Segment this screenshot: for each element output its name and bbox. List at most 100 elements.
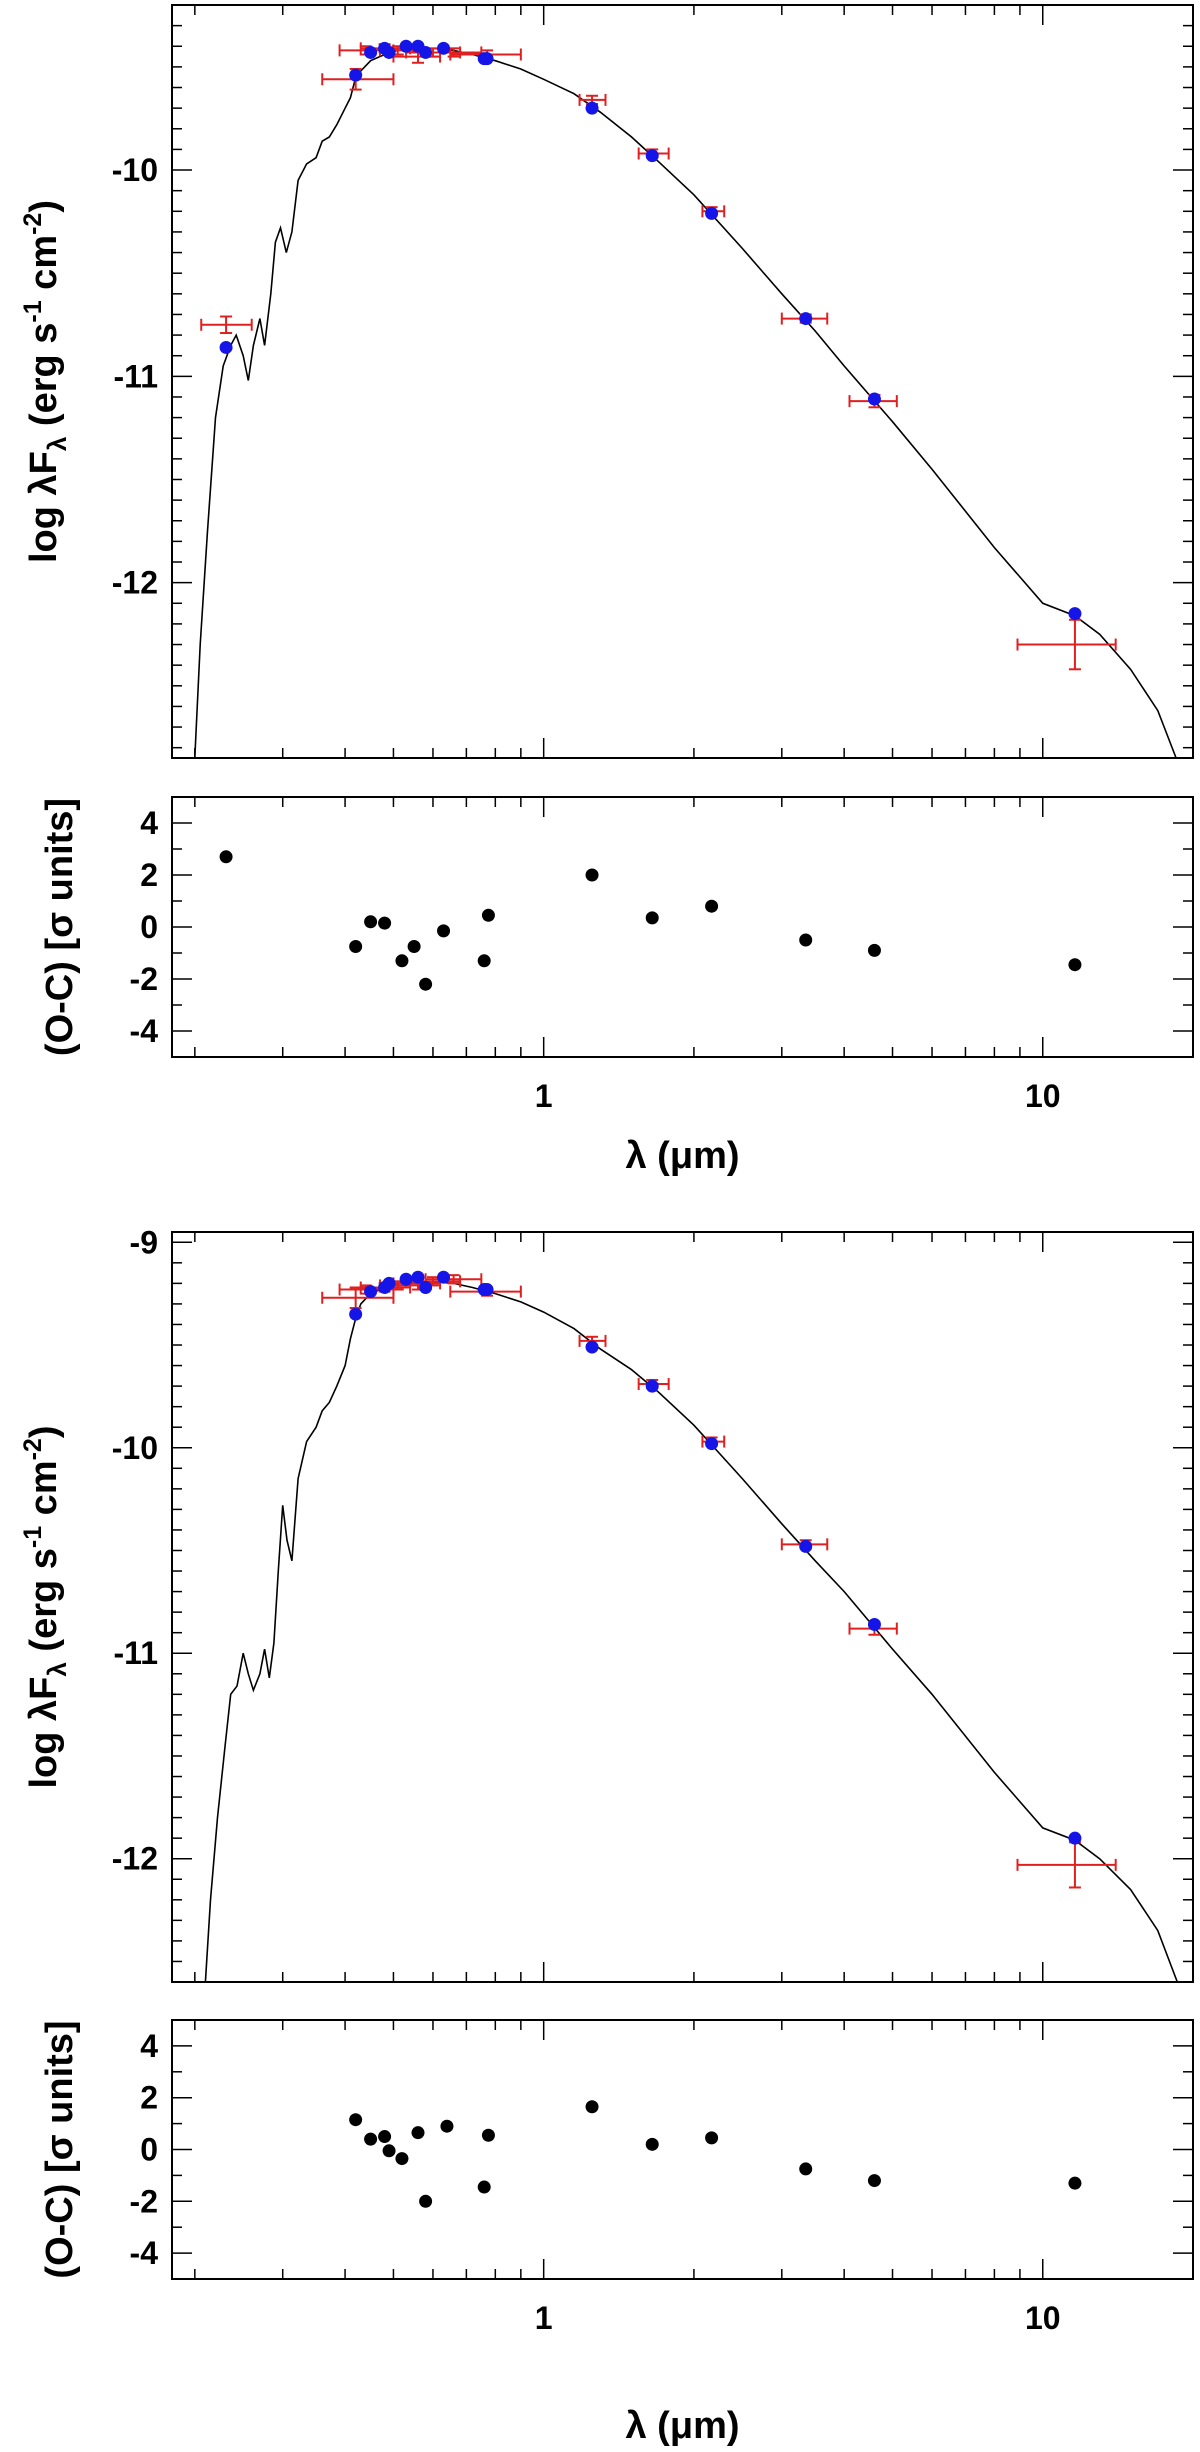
residual-point (395, 2152, 409, 2166)
model-flux-point (1068, 607, 1082, 621)
residual-point (395, 954, 409, 968)
ylabel-text: cm (23, 1460, 65, 1525)
panel-1-residuals: 4 2 0 -2 -4 1 10 (O-C) [σ units] λ (μm) (39, 796, 1194, 1177)
y-tick-label: -11 (114, 1635, 158, 1671)
residual-point (378, 2130, 392, 2144)
model-flux-point (437, 41, 451, 55)
y-tick-label: -2 (130, 961, 158, 997)
model-flux-point (382, 45, 396, 59)
observed-flux-errorbar (424, 1273, 483, 1286)
y-tick-label: -12 (112, 565, 158, 601)
model-flux-point (437, 1270, 451, 1284)
residual-point (437, 924, 451, 938)
residual-point (440, 2119, 454, 2133)
residual-point (1068, 2176, 1082, 2190)
model-flux-point (419, 1280, 433, 1294)
model-flux-point (349, 1307, 363, 1321)
y-tick-label: 0 (140, 2132, 158, 2168)
model-flux-point (799, 312, 813, 326)
observed-flux-errorbar (1016, 618, 1117, 671)
ylabel-subscript: λ (42, 1662, 72, 1677)
ylabel-text: log λF (23, 1677, 65, 1789)
y-tick-label: 4 (140, 2028, 158, 2064)
y-tick-label: -2 (130, 2183, 158, 2219)
model-flux-point (411, 1270, 425, 1284)
panel-1-sed: -10 -11 -12 log λFλ (erg s-1 cm-2) (19, 4, 1194, 759)
residual-point (378, 916, 392, 930)
ylabel-superscript: -2 (19, 213, 47, 235)
residual-point (705, 2131, 719, 2145)
model-sed-curve (194, 47, 1177, 759)
model-flux-point (399, 39, 413, 53)
model-flux-point (799, 1539, 813, 1553)
residual-point (799, 933, 813, 947)
residual-point (364, 2132, 378, 2146)
model-flux-point (364, 45, 378, 59)
residual-point (349, 940, 363, 953)
residual-point (477, 954, 491, 968)
observed-flux-errorbar (200, 315, 253, 335)
model-flux-point (867, 1617, 881, 1631)
model-flux-point (705, 1437, 719, 1451)
sed-y-axis-title: log λFλ (erg s-1 cm-2) (19, 200, 72, 563)
sed-y-axis-title: log λFλ (erg s-1 cm-2) (19, 1425, 72, 1788)
ylabel-text: cm (23, 235, 65, 300)
ylabel-text: (erg s (23, 1548, 65, 1662)
residual-point (419, 977, 433, 991)
x-tick-label: 10 (1025, 1078, 1061, 1114)
model-flux-point (1068, 1831, 1082, 1845)
model-flux-point (585, 101, 599, 115)
residual-point (411, 2126, 425, 2140)
ylabel-text: ) (23, 1425, 65, 1438)
plot-frame (171, 2019, 1194, 2280)
residual-point (799, 2162, 813, 2176)
residual-point (705, 899, 719, 913)
y-tick-label: -11 (114, 358, 158, 394)
panel-2-residuals: 4 2 0 -2 -4 1 10 (O-C) [σ units] λ (μm) (39, 2019, 1194, 2447)
y-tick-label: -4 (130, 2235, 159, 2271)
x-tick-label: 1 (535, 2300, 553, 2336)
x-tick-label: 10 (1025, 2300, 1061, 2336)
model-flux-point (645, 149, 659, 163)
model-flux-point (705, 206, 719, 220)
ylabel-superscript: -1 (19, 1526, 47, 1548)
y-tick-label: -9 (130, 1224, 158, 1260)
panel-2-sed: -9 -10 -11 -12 log λFλ (erg s-1 cm-2) (19, 1224, 1194, 1983)
model-flux-point (364, 1285, 378, 1299)
y-tick-label: -4 (130, 1013, 159, 1049)
x-tick-label: 1 (535, 1078, 553, 1114)
model-flux-point (480, 52, 494, 66)
ylabel-text: log λF (23, 451, 65, 563)
plot-frame (171, 4, 1194, 759)
residual-point (585, 868, 599, 882)
residual-point (867, 943, 881, 957)
y-tick-label: -10 (112, 152, 158, 188)
ylabel-text: (erg s (23, 323, 65, 437)
plot-frame (171, 796, 1194, 1058)
y-tick-label: 2 (140, 857, 158, 893)
observed-flux-errorbar (1016, 1841, 1117, 1889)
residual-point (349, 2113, 363, 2127)
residual-point (645, 2137, 659, 2151)
residual-point (1068, 958, 1082, 972)
model-flux-point (349, 68, 363, 82)
model-flux-point (585, 1340, 599, 1354)
residual-point (585, 2100, 599, 2114)
residual-point (481, 908, 495, 922)
model-flux-point (382, 1276, 396, 1290)
model-flux-point (645, 1379, 659, 1393)
residual-point (407, 940, 421, 953)
y-tick-label: 0 (140, 909, 158, 945)
plot-frame (171, 1231, 1194, 1983)
ylabel-superscript: -1 (19, 300, 47, 322)
model-flux-point (399, 1272, 413, 1286)
residual-point (419, 2194, 433, 2208)
y-tick-label: -12 (112, 1841, 158, 1877)
model-flux-point (419, 45, 433, 59)
y-tick-label: 4 (140, 805, 158, 841)
x-axis-title: λ (μm) (625, 2405, 739, 2447)
model-flux-point (480, 1283, 494, 1297)
ylabel-superscript: -2 (19, 1438, 47, 1460)
model-sed-curve (204, 1280, 1179, 1983)
